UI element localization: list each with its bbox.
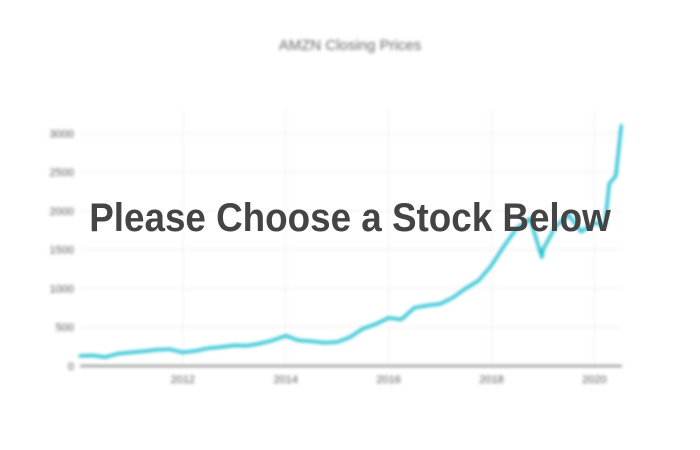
chart-title: AMZN Closing Prices xyxy=(279,37,422,54)
x-tick-label: 2018 xyxy=(479,374,503,386)
x-tick-label: 2016 xyxy=(376,374,400,386)
tick-labels: 0 500 1000 1500 2000 2500 3000 2012 2014 2016 2018… xyxy=(50,128,607,386)
y-tick-label: 3000 xyxy=(50,128,74,140)
series-line xyxy=(78,124,623,359)
grid-lines xyxy=(80,110,622,366)
y-tick-label: 0 xyxy=(68,361,74,373)
y-tick-label: 2000 xyxy=(50,206,74,218)
series-layer xyxy=(78,124,623,359)
y-tick-label: 2500 xyxy=(50,167,74,179)
y-tick-label: 500 xyxy=(56,322,74,334)
x-tick-label: 2014 xyxy=(274,374,298,386)
choose-stock-message: Please Choose a Stock Below xyxy=(89,196,611,240)
y-tick-label: 1500 xyxy=(50,245,74,257)
x-tick-label: 2012 xyxy=(171,374,195,386)
y-tick-label: 1000 xyxy=(50,283,74,295)
x-tick-label: 2020 xyxy=(582,374,606,386)
